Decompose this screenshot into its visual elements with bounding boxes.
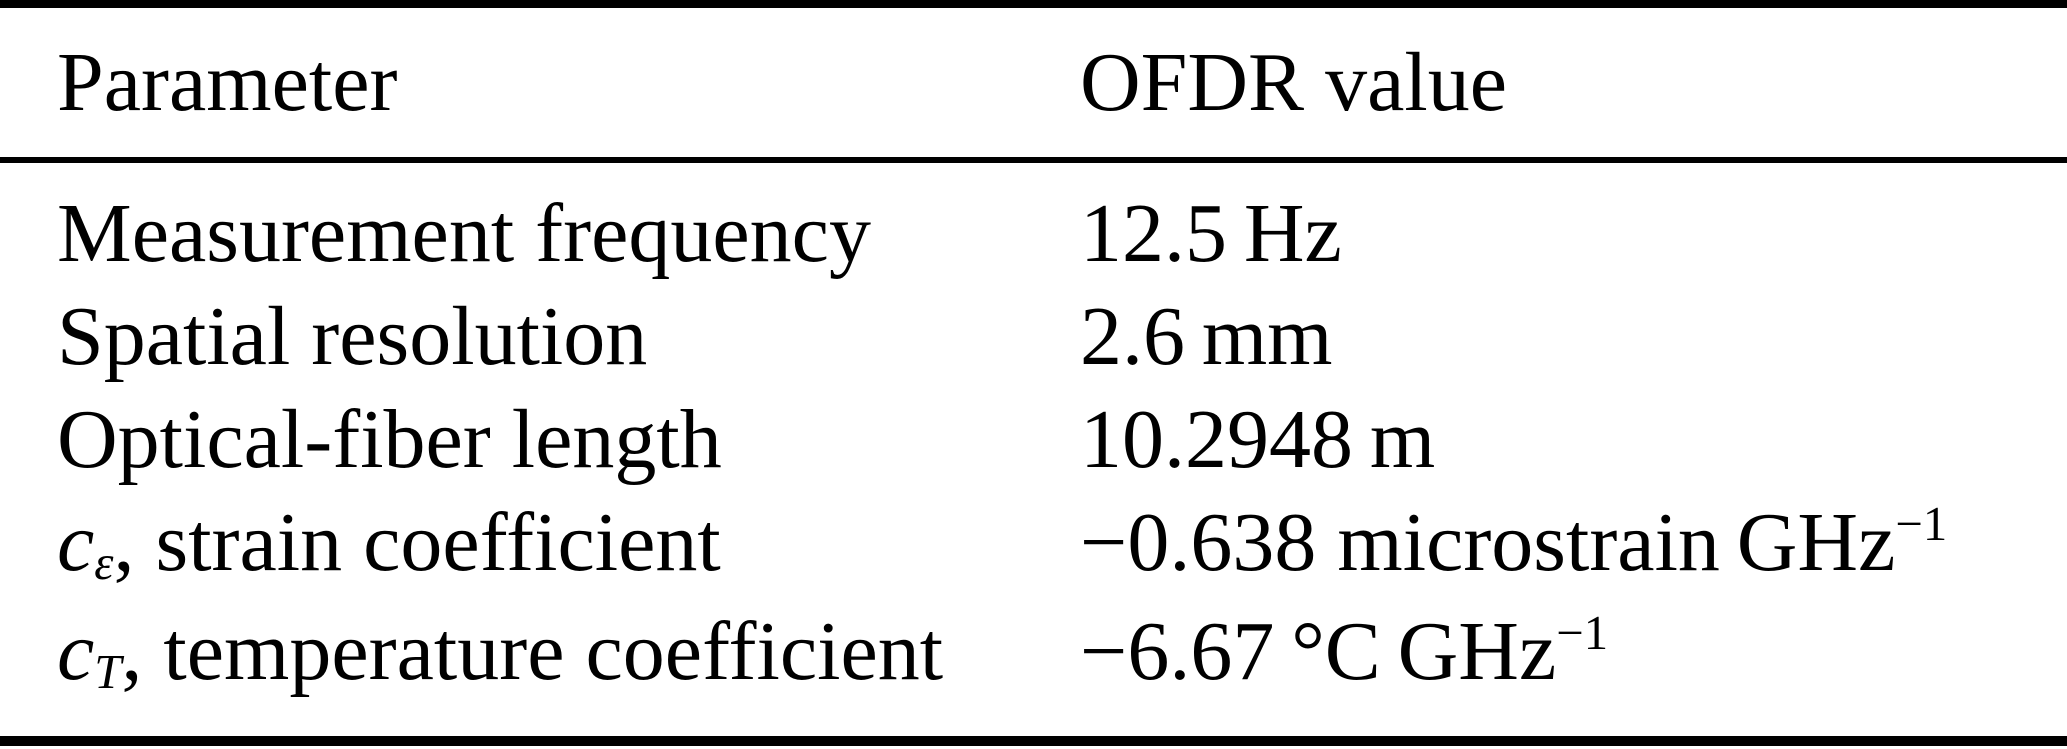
header-separator-rule	[0, 157, 2067, 163]
table-bottom-rule	[0, 736, 2067, 746]
math-symbol-c: c	[57, 496, 95, 589]
value-cell: 10.2948 m	[1080, 393, 1436, 486]
value-cell: −6.67 °C GHz−1	[1080, 603, 2067, 700]
table-header-row: Parameter OFDR value	[0, 8, 2067, 157]
value-cell: 2.6 mm	[1080, 290, 1333, 383]
column-header-parameter: Parameter	[57, 36, 398, 129]
table-row-strain-coefficient: cε, strain coefficient −0.638 microstrai…	[0, 491, 2067, 594]
table-row-optical-fiber-length: Optical-fiber length 10.2948 m	[0, 388, 2067, 491]
parameter-text: , strain coefficient	[113, 496, 721, 589]
math-subscript-epsilon: ε	[94, 535, 114, 590]
value-cell: −0.638 microstrain GHz−1	[1080, 494, 2067, 591]
value-superscript: −1	[1895, 496, 1948, 551]
value-text: −6.67 °C GHz	[1080, 605, 1557, 698]
table-row-spatial-resolution: Spatial resolution 2.6 mm	[0, 285, 2067, 388]
table-row-temperature-coefficient: cT, temperature coefficient −6.67 °C GHz…	[0, 600, 2067, 703]
math-symbol-c: c	[57, 605, 95, 698]
parameter-cell: Spatial resolution	[57, 290, 648, 383]
table-top-rule	[0, 0, 2067, 8]
parameter-cell: Measurement frequency	[57, 187, 871, 280]
value-cell: 12.5 Hz	[1080, 187, 1342, 280]
value-superscript: −1	[1556, 605, 1609, 660]
value-text: −0.638 microstrain GHz	[1080, 496, 1896, 589]
math-subscript-T: T	[94, 644, 122, 699]
column-header-ofdr-value: OFDR value	[1080, 36, 1507, 129]
table-row-measurement-frequency: Measurement frequency 12.5 Hz	[0, 182, 2067, 285]
table-body: Measurement frequency 12.5 Hz Spatial re…	[0, 163, 2067, 736]
parameter-cell: cε, strain coefficient	[57, 494, 1080, 591]
parameter-text: , temperature coefficient	[121, 605, 944, 698]
parameter-cell: Optical-fiber length	[57, 393, 722, 486]
parameter-cell: cT, temperature coefficient	[57, 603, 1080, 700]
